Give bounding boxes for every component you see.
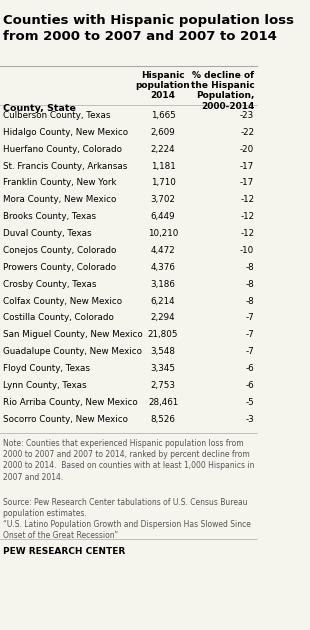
Text: -7: -7	[246, 330, 254, 340]
Text: -17: -17	[240, 161, 254, 171]
Text: St. Francis County, Arkansas: St. Francis County, Arkansas	[2, 161, 127, 171]
Text: 3,186: 3,186	[151, 280, 175, 289]
Text: Source: Pew Research Center tabulations of U.S. Census Bureau
population estimat: Source: Pew Research Center tabulations …	[2, 498, 250, 540]
Text: -3: -3	[246, 415, 254, 424]
Text: -12: -12	[240, 195, 254, 204]
Text: 2,753: 2,753	[151, 381, 175, 390]
Text: -23: -23	[240, 111, 254, 120]
Text: 1,181: 1,181	[151, 161, 175, 171]
Text: Mora County, New Mexico: Mora County, New Mexico	[2, 195, 116, 204]
Text: PEW RESEARCH CENTER: PEW RESEARCH CENTER	[2, 547, 125, 556]
Text: -12: -12	[240, 229, 254, 238]
Text: 10,210: 10,210	[148, 229, 178, 238]
Text: -7: -7	[246, 314, 254, 323]
Text: 1,710: 1,710	[151, 178, 175, 187]
Text: Rio Arriba County, New Mexico: Rio Arriba County, New Mexico	[2, 398, 137, 407]
Text: San Miguel County, New Mexico: San Miguel County, New Mexico	[2, 330, 142, 340]
Text: Guadalupe County, New Mexico: Guadalupe County, New Mexico	[2, 347, 142, 356]
Text: -22: -22	[240, 128, 254, 137]
Text: -6: -6	[246, 364, 254, 373]
Text: 3,345: 3,345	[151, 364, 175, 373]
Text: -5: -5	[246, 398, 254, 407]
Text: Hidalgo County, New Mexico: Hidalgo County, New Mexico	[2, 128, 128, 137]
Text: Culberson County, Texas: Culberson County, Texas	[2, 111, 110, 120]
Text: -8: -8	[246, 280, 254, 289]
Text: 2,294: 2,294	[151, 314, 175, 323]
Text: Costilla County, Colorado: Costilla County, Colorado	[2, 314, 113, 323]
Text: 21,805: 21,805	[148, 330, 178, 340]
Text: 2,609: 2,609	[151, 128, 175, 137]
Text: -10: -10	[240, 246, 254, 255]
Text: 4,472: 4,472	[151, 246, 175, 255]
Text: Prowers County, Colorado: Prowers County, Colorado	[2, 263, 116, 272]
Text: Socorro County, New Mexico: Socorro County, New Mexico	[2, 415, 128, 424]
Text: -12: -12	[240, 212, 254, 221]
Text: -6: -6	[246, 381, 254, 390]
Text: 6,449: 6,449	[151, 212, 175, 221]
Text: Conejos County, Colorado: Conejos County, Colorado	[2, 246, 116, 255]
Text: 2,224: 2,224	[151, 145, 175, 154]
Text: Floyd County, Texas: Floyd County, Texas	[2, 364, 90, 373]
Text: -7: -7	[246, 347, 254, 356]
Text: 6,214: 6,214	[151, 297, 175, 306]
Text: Franklin County, New York: Franklin County, New York	[2, 178, 116, 187]
Text: Note: Counties that experienced Hispanic population loss from
2000 to 2007 and 2: Note: Counties that experienced Hispanic…	[2, 439, 254, 481]
Text: Huerfano County, Colorado: Huerfano County, Colorado	[2, 145, 122, 154]
Text: -8: -8	[246, 297, 254, 306]
Text: Crosby County, Texas: Crosby County, Texas	[2, 280, 96, 289]
Text: Duval County, Texas: Duval County, Texas	[2, 229, 91, 238]
Text: 1,665: 1,665	[151, 111, 175, 120]
Text: Counties with Hispanic population loss
from 2000 to 2007 and 2007 to 2014: Counties with Hispanic population loss f…	[2, 14, 294, 43]
Text: -20: -20	[240, 145, 254, 154]
Text: 3,702: 3,702	[151, 195, 175, 204]
Text: -17: -17	[240, 178, 254, 187]
Text: -8: -8	[246, 263, 254, 272]
Text: 3,548: 3,548	[151, 347, 175, 356]
Text: % decline of
the Hispanic
Population,
2000-2014: % decline of the Hispanic Population, 20…	[191, 71, 254, 111]
Text: County, State: County, State	[2, 104, 75, 113]
Text: Lynn County, Texas: Lynn County, Texas	[2, 381, 86, 390]
Text: Brooks County, Texas: Brooks County, Texas	[2, 212, 96, 221]
Text: Colfax County, New Mexico: Colfax County, New Mexico	[2, 297, 122, 306]
Text: 4,376: 4,376	[151, 263, 175, 272]
Text: 28,461: 28,461	[148, 398, 178, 407]
Text: 8,526: 8,526	[151, 415, 175, 424]
Text: Hispanic
population
2014: Hispanic population 2014	[136, 71, 190, 100]
